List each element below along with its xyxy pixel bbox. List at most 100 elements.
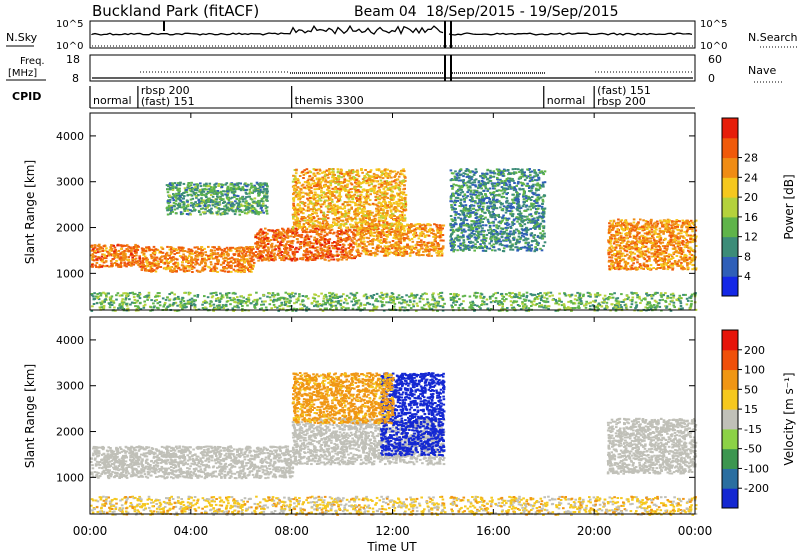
- power-cell: [322, 248, 326, 251]
- power-cell: [335, 196, 338, 199]
- power-cell: [309, 214, 313, 217]
- power-cell: [680, 232, 683, 235]
- power-cell: [216, 261, 220, 264]
- power-cell: [659, 253, 663, 256]
- power-cell: [332, 217, 336, 220]
- power-cell: [237, 270, 240, 273]
- power-cell: [361, 178, 365, 181]
- power-cell: [336, 259, 340, 262]
- power-cell: [209, 269, 212, 272]
- power-cell: [117, 249, 121, 252]
- power-cell: [386, 168, 389, 171]
- power-cell: [402, 184, 406, 187]
- power-cell: [199, 213, 202, 216]
- power-cell: [223, 201, 226, 204]
- power-cell: [140, 261, 144, 264]
- power-cell: [323, 234, 327, 237]
- power-cell: [344, 251, 348, 254]
- power-cell: [216, 203, 220, 206]
- power-cell: [381, 212, 385, 215]
- power-cell: [347, 243, 351, 246]
- power-cell: [333, 231, 336, 234]
- power-cell: [434, 234, 437, 237]
- power-cell: [374, 199, 377, 202]
- power-cell: [390, 198, 393, 201]
- power-cell: [182, 267, 185, 269]
- power-cell: [276, 254, 279, 256]
- power-cell: [265, 196, 269, 199]
- power-cell: [313, 239, 316, 241]
- power-cell: [196, 250, 199, 253]
- power-cell: [359, 233, 362, 236]
- power-cell: [119, 265, 122, 268]
- power-cell: [369, 230, 373, 233]
- power-cell: [104, 260, 108, 263]
- power-cell: [308, 191, 312, 194]
- power-cell: [626, 240, 630, 243]
- power-cell: [229, 265, 233, 268]
- power-cell: [401, 204, 405, 207]
- power-cell: [363, 247, 366, 250]
- power-cell: [350, 191, 353, 194]
- power-cell: [301, 183, 305, 186]
- power-cell: [383, 182, 386, 185]
- power-cell: [274, 248, 277, 251]
- power-cell: [345, 258, 348, 261]
- power-cell: [263, 246, 266, 249]
- power-cell: [150, 262, 154, 265]
- power-cell: [315, 178, 319, 181]
- power-cell: [215, 267, 219, 270]
- power-cell: [169, 246, 172, 248]
- power-cell: [179, 199, 182, 202]
- power-cell: [93, 249, 97, 252]
- power-cell: [410, 224, 413, 227]
- power-cell: [259, 239, 263, 242]
- power-cell: [331, 209, 334, 212]
- power-cell: [403, 238, 406, 241]
- power-cell: [142, 264, 145, 266]
- power-cell: [376, 244, 379, 247]
- power-cell: [221, 194, 224, 197]
- power-cell: [389, 170, 392, 173]
- power-cell: [232, 210, 235, 213]
- power-cell: [339, 248, 342, 251]
- power-cell: [142, 265, 145, 268]
- power-cell: [247, 208, 250, 211]
- power-cell: [426, 248, 429, 251]
- power-cell: [414, 244, 418, 247]
- power-cell: [315, 242, 319, 245]
- power-cell: [226, 270, 230, 273]
- power-cell: [300, 233, 304, 236]
- power-cell: [310, 186, 313, 189]
- power-cell: [91, 265, 94, 268]
- power-cell: [291, 180, 295, 183]
- power-cell: [423, 236, 427, 238]
- power-cell: [372, 172, 376, 175]
- power-cell: [305, 249, 308, 252]
- power-cell: [656, 251, 659, 253]
- power-cell: [211, 257, 215, 260]
- power-cell: [675, 255, 679, 257]
- power-cell: [319, 217, 322, 220]
- power-cell: [215, 200, 218, 203]
- power-cell: [336, 248, 340, 251]
- power-cell: [323, 217, 327, 220]
- power-cell: [352, 171, 355, 174]
- power-cell: [145, 265, 149, 268]
- power-cell: [197, 199, 200, 202]
- power-cell: [143, 258, 147, 261]
- power-cell: [255, 243, 259, 246]
- power-cell: [114, 256, 118, 259]
- power-cell: [428, 248, 432, 251]
- power-cell: [330, 228, 334, 231]
- power-cell: [367, 195, 370, 198]
- power-cell: [303, 236, 307, 239]
- power-cell: [173, 182, 177, 185]
- power-cell: [200, 197, 203, 200]
- power-cell: [422, 241, 426, 244]
- power-cell: [144, 265, 147, 268]
- power-cell: [195, 183, 198, 186]
- power-cell: [307, 194, 311, 197]
- power-cell: [399, 237, 403, 240]
